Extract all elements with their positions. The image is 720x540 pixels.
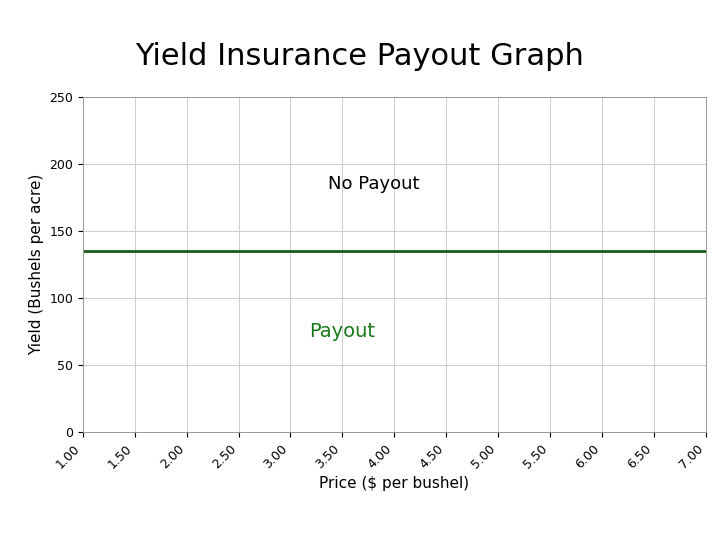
- Text: Payout: Payout: [310, 322, 375, 341]
- Text: No Payout: No Payout: [328, 176, 419, 193]
- Text: Yield Insurance Payout Graph: Yield Insurance Payout Graph: [135, 42, 585, 71]
- Text: Iowa State University: Iowa State University: [14, 488, 213, 505]
- Text: Econ 338C, Spring 2009: Econ 338C, Spring 2009: [14, 521, 148, 531]
- X-axis label: Price ($ per bushel): Price ($ per bushel): [319, 476, 469, 491]
- Y-axis label: Yield (Bushels per acre): Yield (Bushels per acre): [29, 174, 44, 355]
